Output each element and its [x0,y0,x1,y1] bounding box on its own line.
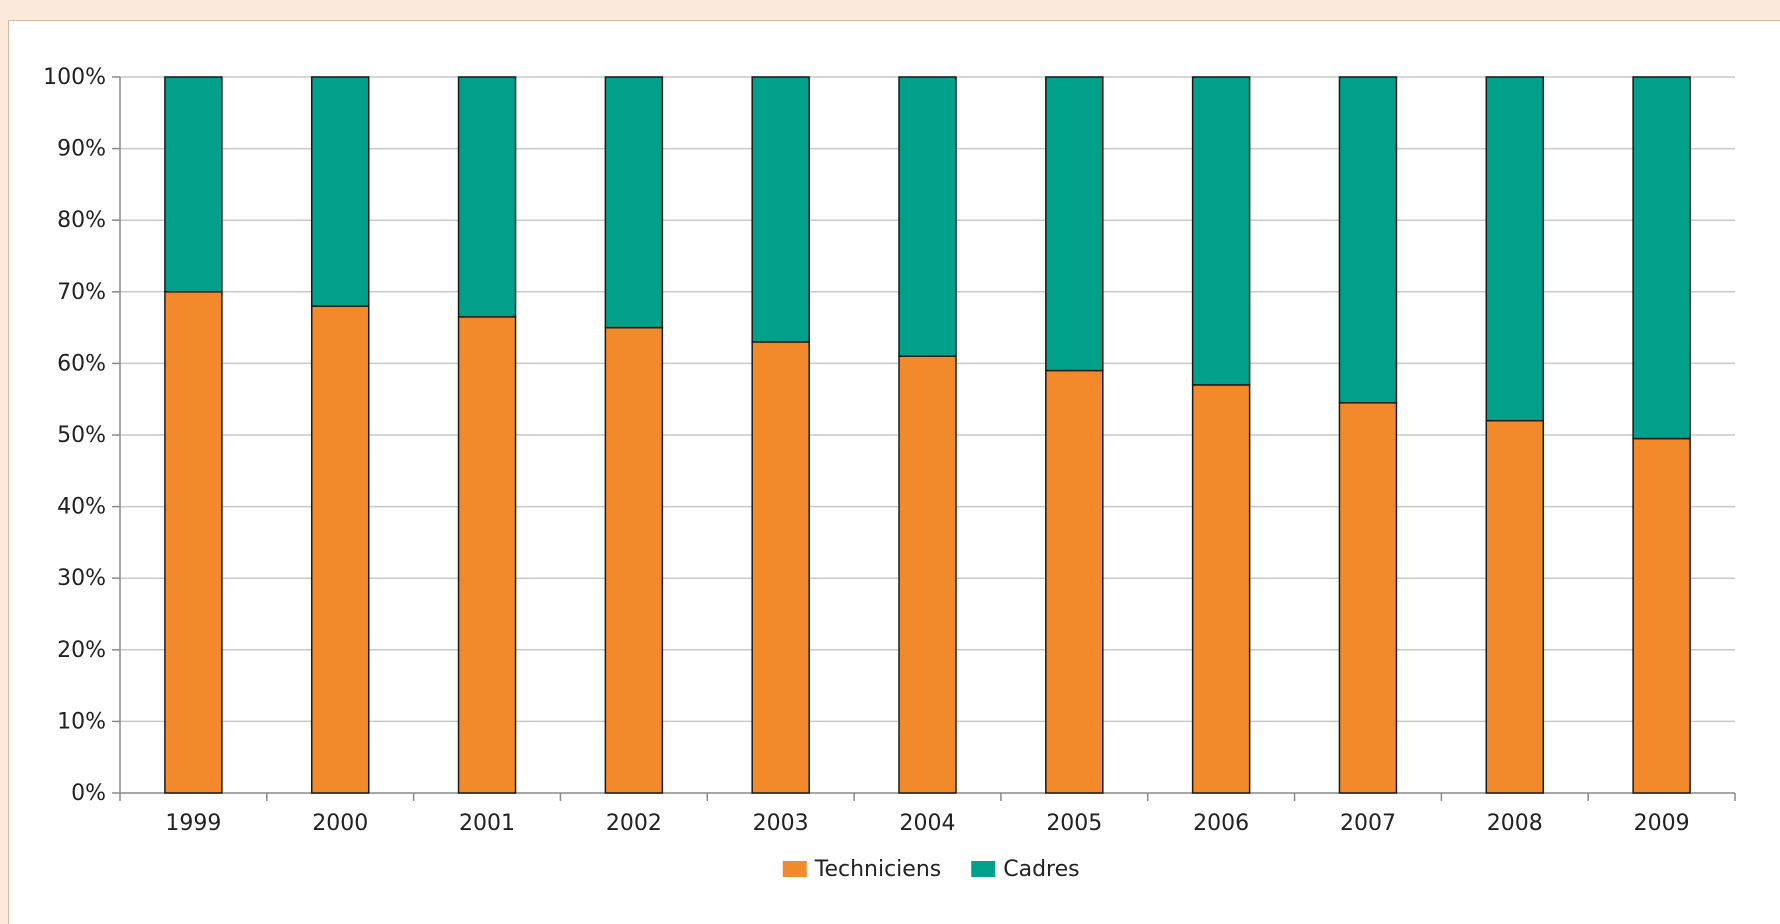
bar-techniciens-2004 [898,355,957,794]
y-tick-label: 20% [57,638,106,663]
bar-cadres-2003 [751,76,810,343]
x-tick-label: 2009 [1634,811,1690,836]
bar-techniciens-2005 [1045,369,1104,794]
bar-techniciens-1999 [164,291,223,794]
x-tick-label: 2007 [1340,811,1396,836]
y-tick-label: 70% [57,280,106,305]
bar-techniciens-2009 [1632,437,1691,794]
bar-cadres-2002 [604,76,664,329]
bar-techniciens-2007 [1338,402,1398,794]
bar-techniciens-2002 [604,326,664,794]
bar-cadres-2001 [457,76,517,318]
bar-cadres-2008 [1485,76,1545,422]
bar-techniciens-2003 [751,341,810,794]
bar-cadres-2005 [1045,76,1104,372]
x-tick-label: 2008 [1487,811,1543,836]
bar-techniciens-2000 [310,305,370,794]
y-tick-label: 100% [43,65,106,90]
x-tick-label: 2005 [1046,811,1102,836]
x-tick-label: 2006 [1193,811,1249,836]
bar-cadres-2009 [1632,76,1691,440]
legend: Techniciens Cadres [782,857,1080,882]
bar-cadres-1999 [164,76,223,293]
y-tick-label: 80% [57,208,106,233]
y-tick-label: 90% [57,137,106,162]
y-tick-label: 30% [57,566,106,591]
bar-techniciens-2006 [1191,384,1251,794]
x-tick-label: 2004 [900,811,956,836]
x-tick-label: 2003 [753,811,809,836]
x-axis-ticks: 1999 2000 2001 2002 2003 2004 2005 2006 2007 2008… [165,811,1689,836]
chart-frame [8,20,1780,924]
bar-cadres-2006 [1191,76,1251,386]
y-axis-ticks: 0% 10% 20% 30% 40% 50% 60% 70% 80% 90% 100% [43,65,106,806]
bar-cadres-2004 [898,76,957,357]
legend-swatch-cadres [971,861,996,877]
bar-techniciens-2008 [1485,419,1545,794]
legend-swatch-techniciens [782,861,807,877]
y-tick-label: 60% [57,351,106,376]
legend-label-cadres: Cadres [1003,857,1079,882]
x-tick-label: 2001 [459,811,515,836]
bar-cadres-2007 [1338,76,1398,404]
y-tick-label: 10% [57,709,106,734]
y-tick-label: 50% [57,423,106,448]
x-tick-label: 2000 [312,811,368,836]
bar-techniciens-2001 [457,316,517,794]
y-tick-label: 0% [71,781,106,806]
bars [164,76,1691,794]
legend-label-techniciens: Techniciens [814,857,941,882]
x-tick-label: 2002 [606,811,662,836]
bar-cadres-2000 [310,76,370,307]
x-tick-label: 1999 [165,811,221,836]
y-tick-label: 40% [57,495,106,520]
